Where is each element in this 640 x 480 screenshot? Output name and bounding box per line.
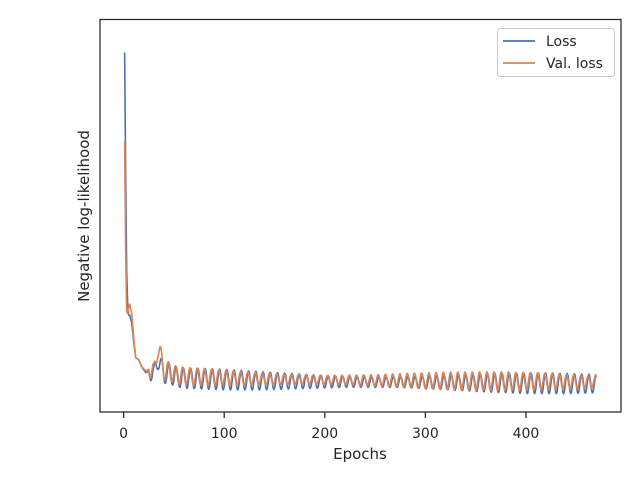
x-tick-label: 100 [211, 426, 238, 442]
x-tick-label: 200 [311, 426, 338, 442]
series-line-val-loss [123, 141, 598, 392]
x-axis-label: Epochs [333, 445, 387, 463]
x-tick-label: 400 [513, 426, 540, 442]
x-tick-label: 0 [119, 426, 128, 442]
y-axis-label: Negative log-likelihood [75, 130, 93, 302]
x-tick-label: 300 [412, 426, 439, 442]
x-ticks: 0 100 200 300 400 [119, 412, 539, 442]
legend: Loss Val. loss [497, 28, 615, 77]
legend-label-loss: Loss [546, 34, 577, 50]
legend-label-val-loss: Val. loss [546, 56, 603, 72]
plot-layer [123, 52, 598, 395]
axes-frame [99, 18, 622, 413]
